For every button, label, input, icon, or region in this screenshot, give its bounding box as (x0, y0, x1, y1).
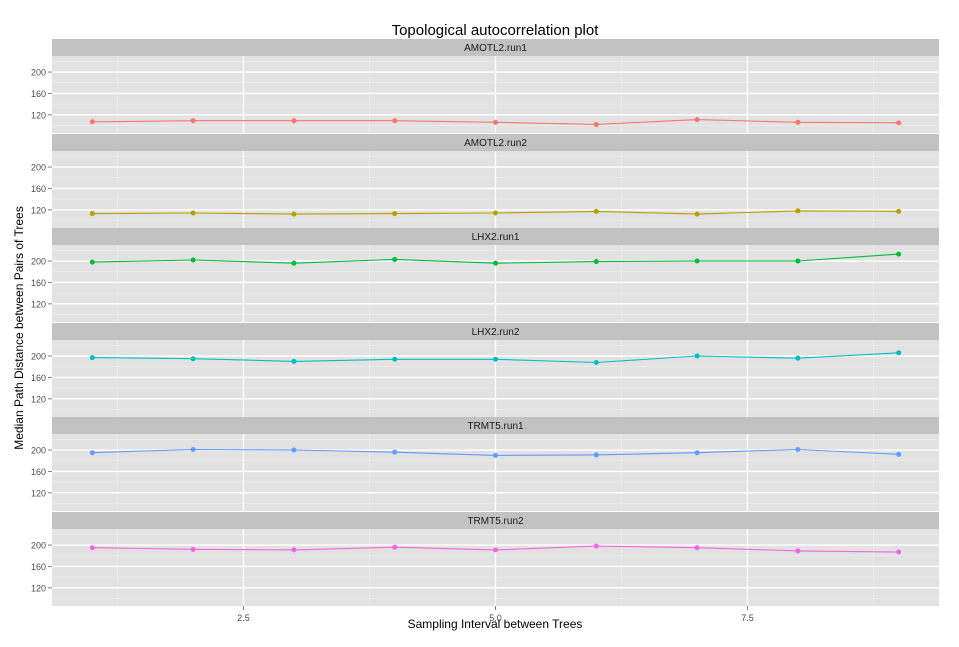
data-point (392, 211, 398, 217)
facet-strip-label: LHX2.run1 (472, 232, 520, 243)
y-tick-label: 200 (31, 352, 46, 362)
data-point (89, 211, 95, 217)
data-point (493, 452, 498, 458)
panel-trmt5-run1: TRMT5.run1 120 160 200 (31, 417, 939, 511)
y-tick-label: 200 (31, 163, 46, 173)
data-point (89, 450, 95, 456)
data-point (89, 119, 95, 125)
data-point (593, 543, 599, 549)
y-tick-label: 160 (31, 184, 46, 194)
data-point (392, 356, 398, 362)
data-point (694, 117, 700, 123)
data-point (291, 260, 297, 266)
data-point (190, 447, 196, 453)
data-point (493, 260, 498, 266)
data-point (190, 356, 196, 362)
data-point (493, 210, 498, 216)
data-point (190, 257, 196, 263)
facet-strip-label: TRMT5.run2 (467, 516, 524, 527)
y-tick-label: 160 (31, 562, 46, 572)
facet-strip (52, 228, 939, 245)
data-point (291, 547, 297, 553)
data-point (493, 119, 498, 125)
data-point (896, 208, 902, 214)
data-point (795, 548, 801, 554)
data-point (392, 449, 398, 455)
panel-lhx2-run1: LHX2.run1 120 160 200 (31, 228, 939, 322)
data-point (694, 545, 700, 551)
data-point (291, 118, 297, 124)
x-tick-label: 2.5 (237, 613, 250, 623)
data-point (493, 547, 498, 553)
y-tick-label: 120 (31, 110, 46, 120)
data-point (896, 549, 902, 555)
facet-strip-label: AMOTL2.run2 (464, 138, 527, 149)
facet-strip-label: AMOTL2.run1 (464, 43, 527, 54)
data-point (896, 251, 902, 257)
data-point (593, 452, 599, 458)
data-point (190, 546, 196, 552)
panel-amotl2-run1: AMOTL2.run1 120 160 200 (31, 39, 939, 133)
data-point (593, 359, 599, 365)
facet-strip-label: TRMT5.run1 (467, 421, 524, 432)
data-point (493, 356, 498, 362)
data-point (291, 211, 297, 217)
panel-trmt5-run2: TRMT5.run2 120 160 200 2.5 5.0 7.5 (31, 512, 939, 623)
data-point (694, 211, 700, 217)
data-point (795, 355, 801, 361)
y-tick-label: 160 (31, 467, 46, 477)
y-tick-label: 120 (31, 583, 46, 593)
y-tick-label: 200 (31, 68, 46, 78)
y-tick-label: 120 (31, 205, 46, 215)
x-tick-label: 5.0 (489, 613, 502, 623)
data-point (291, 358, 297, 364)
data-point (896, 120, 902, 126)
data-point (89, 355, 95, 361)
y-tick-label: 200 (31, 541, 46, 551)
x-axis-label: Sampling Interval between Trees (408, 617, 583, 631)
facet-strip (52, 512, 939, 529)
data-point (190, 210, 196, 216)
data-point (392, 256, 398, 262)
x-tick-label: 7.5 (741, 613, 754, 623)
facet-strip (52, 39, 939, 56)
data-point (694, 353, 700, 359)
y-tick-label: 200 (31, 257, 46, 267)
data-point (593, 121, 599, 127)
data-point (795, 258, 801, 264)
data-point (593, 259, 599, 265)
data-point (89, 545, 95, 551)
data-point (593, 208, 599, 214)
facet-strip (52, 134, 939, 151)
chart-title: Topological autocorrelation plot (392, 22, 600, 39)
y-tick-label: 160 (31, 89, 46, 99)
facet-panels: AMOTL2.run1 120 160 200 AMOTL2.run2 120 160 200… (31, 39, 939, 623)
data-point (392, 118, 398, 124)
y-tick-label: 120 (31, 299, 46, 309)
data-point (795, 447, 801, 453)
data-point (694, 258, 700, 264)
y-tick-label: 160 (31, 373, 46, 383)
data-point (896, 350, 902, 356)
data-point (392, 544, 398, 550)
facet-strip (52, 323, 939, 340)
y-axis-label: Median Path Distance between Pairs of Tr… (12, 206, 26, 449)
y-tick-label: 200 (31, 446, 46, 456)
data-point (795, 119, 801, 125)
facet-strip-label: LHX2.run2 (472, 327, 520, 338)
panel-amotl2-run2: AMOTL2.run2 120 160 200 (31, 134, 939, 228)
data-point (89, 259, 95, 265)
data-point (694, 450, 700, 456)
facet-strip (52, 417, 939, 434)
data-point (190, 118, 196, 124)
data-point (291, 447, 297, 453)
y-tick-label: 120 (31, 394, 46, 404)
data-point (896, 451, 902, 457)
data-point (795, 208, 801, 214)
y-tick-label: 160 (31, 278, 46, 288)
panel-lhx2-run2: LHX2.run2 120 160 200 (31, 323, 939, 417)
y-tick-label: 120 (31, 488, 46, 498)
